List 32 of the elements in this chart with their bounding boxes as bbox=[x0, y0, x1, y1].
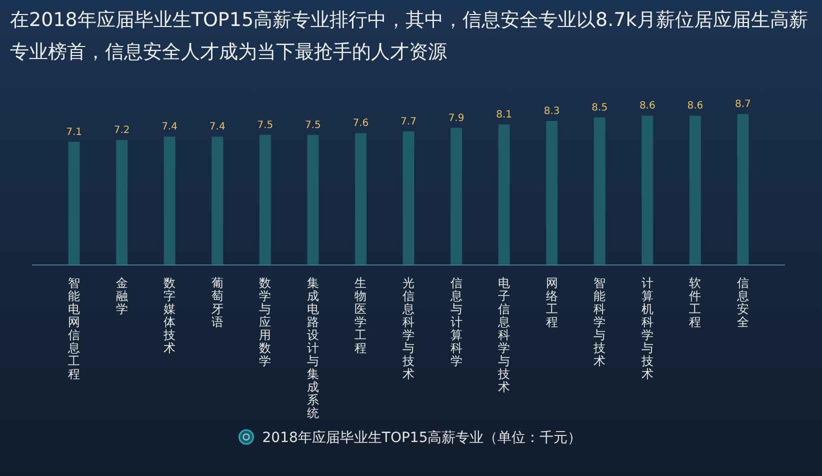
x-tick-label: 计算机科学与技术 bbox=[640, 276, 654, 381]
chart-title: 在2018年应届毕业生TOP15高薪专业排行中，其中，信息安全专业以8.7k月薪位居应届生高薪专业榜首，信息安全人才成为当下最抢手的人才资源 bbox=[10, 9, 808, 63]
x-tick-label: 数字媒体技术 bbox=[162, 276, 176, 355]
data-label: 7.9 bbox=[448, 112, 464, 124]
x-tick-label: 生物医学工程 bbox=[354, 276, 367, 355]
data-label: 8.1 bbox=[496, 109, 512, 120]
x-tick-label: 数学与应用数学 bbox=[259, 276, 272, 368]
data-label: 8.3 bbox=[544, 106, 560, 117]
data-label: 8.5 bbox=[592, 102, 608, 114]
data-label: 7.5 bbox=[304, 120, 321, 131]
x-tick-label: 光信息科学与技术 bbox=[402, 276, 414, 381]
x-tick-label: 信息安全 bbox=[736, 276, 749, 329]
x-tick-label: 金融学 bbox=[116, 276, 128, 316]
x-tick-label: 智能科学与技术 bbox=[592, 276, 606, 368]
data-label: 7.4 bbox=[209, 122, 226, 133]
data-label: 7.7 bbox=[400, 116, 416, 128]
data-label: 7.6 bbox=[352, 118, 369, 130]
category-label: 集成电路设计与集成系统 bbox=[306, 276, 319, 420]
data-label: 8.6 bbox=[687, 100, 704, 112]
x-tick-label: 智能电网信息工程 bbox=[67, 276, 80, 381]
x-tick-label: 葡萄牙语 bbox=[211, 276, 224, 329]
x-tick-label: 网络工程 bbox=[546, 276, 558, 329]
data-label: 8.7 bbox=[735, 99, 751, 110]
data-label: 8.6 bbox=[639, 100, 656, 112]
category-label: 电子信息科学与技术 bbox=[498, 276, 510, 394]
data-label: 7.5 bbox=[257, 120, 274, 131]
x-tick-label: 软件工程 bbox=[689, 276, 702, 329]
data-label: 7.1 bbox=[66, 126, 82, 138]
x-tick-label: 信息与计算科学 bbox=[449, 276, 462, 368]
data-label: 7.2 bbox=[114, 125, 130, 136]
data-label: 7.4 bbox=[162, 122, 178, 133]
text: 2018年应届毕业生TOP15高薪专业（单位：千元） bbox=[262, 430, 582, 446]
